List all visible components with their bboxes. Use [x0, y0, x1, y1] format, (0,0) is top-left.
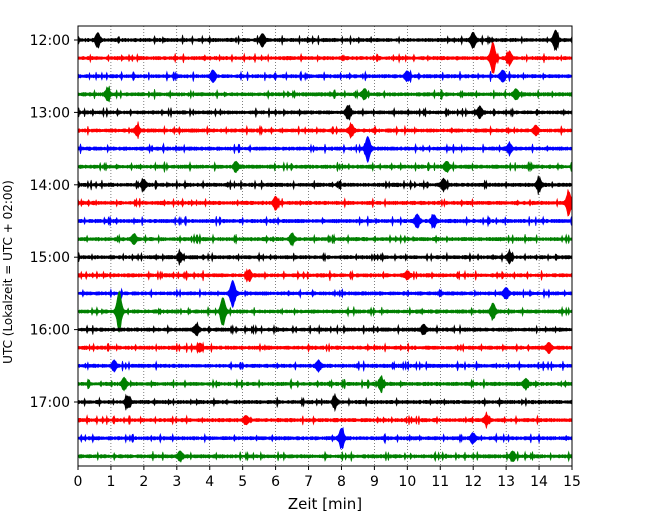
y-tick-label: 12:00 [30, 33, 70, 49]
x-tick-label: 3 [172, 474, 181, 490]
x-tick-label: 7 [304, 474, 313, 490]
plot-frame [77, 25, 573, 467]
y-axis-ticks: 12:00 13:00 14:00 15:00 16:00 17:00 [30, 33, 78, 411]
x-tick-label: 1 [106, 474, 115, 490]
x-tick-label: 5 [238, 474, 247, 490]
x-tick-label: 4 [205, 474, 214, 490]
x-tick-label: 9 [370, 474, 379, 490]
x-tick-label: 11 [431, 474, 449, 490]
grid [110, 26, 540, 466]
x-tick-label: 13 [497, 474, 515, 490]
x-tick-label: 0 [74, 474, 83, 490]
y-tick-label: 13:00 [30, 105, 70, 121]
x-tick-label: 12 [464, 474, 482, 490]
x-tick-label: 15 [563, 474, 581, 490]
x-axis-ticks: 0 1 2 3 4 5 6 7 8 9 10 11 12 13 14 15 [74, 466, 581, 490]
y-tick-label: 15:00 [30, 250, 70, 266]
y-tick-label: 16:00 [30, 323, 70, 339]
y-tick-label: 14:00 [30, 178, 70, 194]
x-tick-label: 10 [398, 474, 416, 490]
y-axis-title: UTC (Lokalzeit = UTC + 02:00) [1, 180, 15, 364]
traces [77, 29, 573, 463]
x-tick-label: 8 [337, 474, 346, 490]
y-tick-label: 17:00 [30, 395, 70, 411]
x-axis-title: Zeit [min] [288, 495, 362, 513]
x-tick-label: 14 [530, 474, 548, 490]
x-tick-label: 6 [271, 474, 280, 490]
x-tick-label: 2 [139, 474, 148, 490]
